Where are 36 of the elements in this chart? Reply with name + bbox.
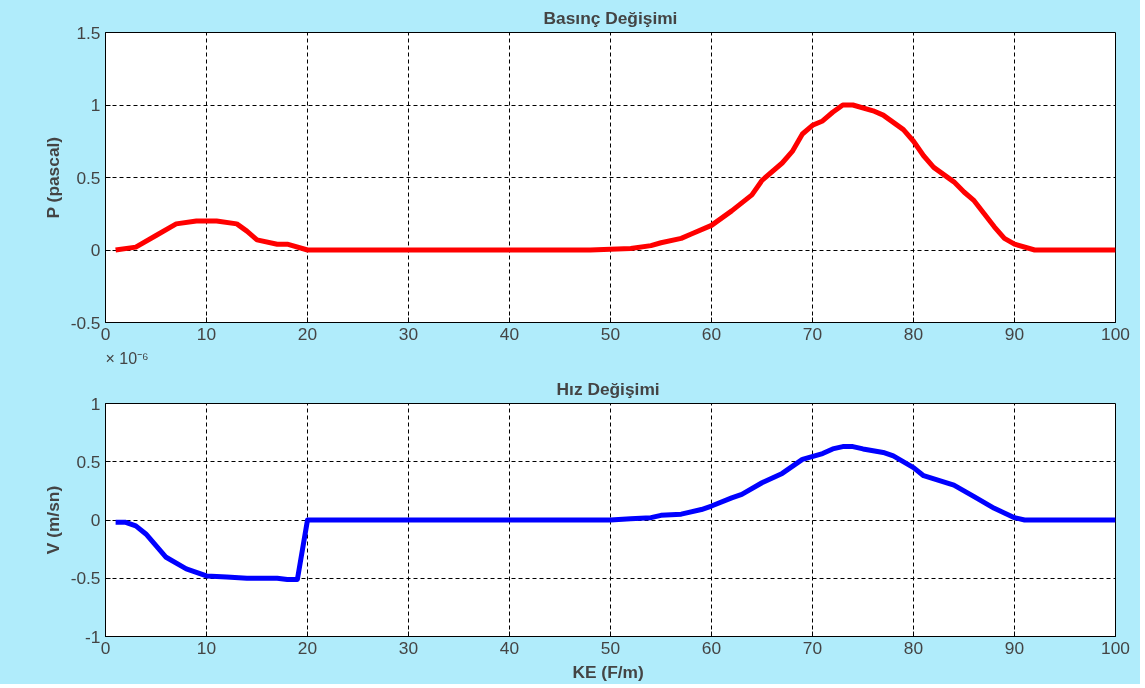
x-tick-label: 50 [600,637,621,658]
y-tick-label: -0.5 [70,568,101,589]
x-tick-label: 90 [1004,323,1025,344]
x-tick-label: 30 [398,323,419,344]
y-axis-title: V (m/sn) [42,485,63,555]
x-tick-label: 20 [297,637,318,658]
x-tick-label: 50 [600,323,621,344]
x-tick-label: 80 [903,637,924,658]
y-tick-label: 1 [90,95,101,115]
y-tick-label: 0 [90,240,101,260]
x-tick-label: 40 [499,637,520,658]
x-tick-label: 30 [398,637,419,658]
x-tick-label: 70 [802,637,823,658]
y-tick-label: 1 [90,393,101,414]
x-tick-label: 10 [196,323,217,344]
x-tick-label: 100 [1101,637,1130,658]
x-tick-label: 70 [802,323,823,344]
chart-title: Hız Değişimi [556,378,660,399]
x-tick-label: 60 [701,323,722,344]
y-tick-label: 0.5 [76,167,101,188]
y-tick-label: 1.5 [76,22,101,43]
x-tick-label: 90 [1004,637,1025,658]
x-tick-label: 80 [903,323,924,344]
text: × 10⁻⁶ [105,349,149,367]
y-axis-title: P (pascal) [42,136,63,219]
chart-title: Basınç Değişimi [543,7,678,28]
x-tick-label: 100 [1101,323,1130,344]
x-tick-label: 60 [701,637,722,658]
x-tick-label: 20 [297,323,318,344]
x-axis-title: KE (F/m) [572,661,644,682]
y-tick-label: 0 [90,510,101,530]
x-tick-label: 40 [499,323,520,344]
x-tick-label: 10 [196,637,217,658]
y-tick-label: -0.5 [70,312,101,333]
y-tick-label: 0.5 [76,451,101,472]
y-tick-label: -1 [85,626,101,647]
